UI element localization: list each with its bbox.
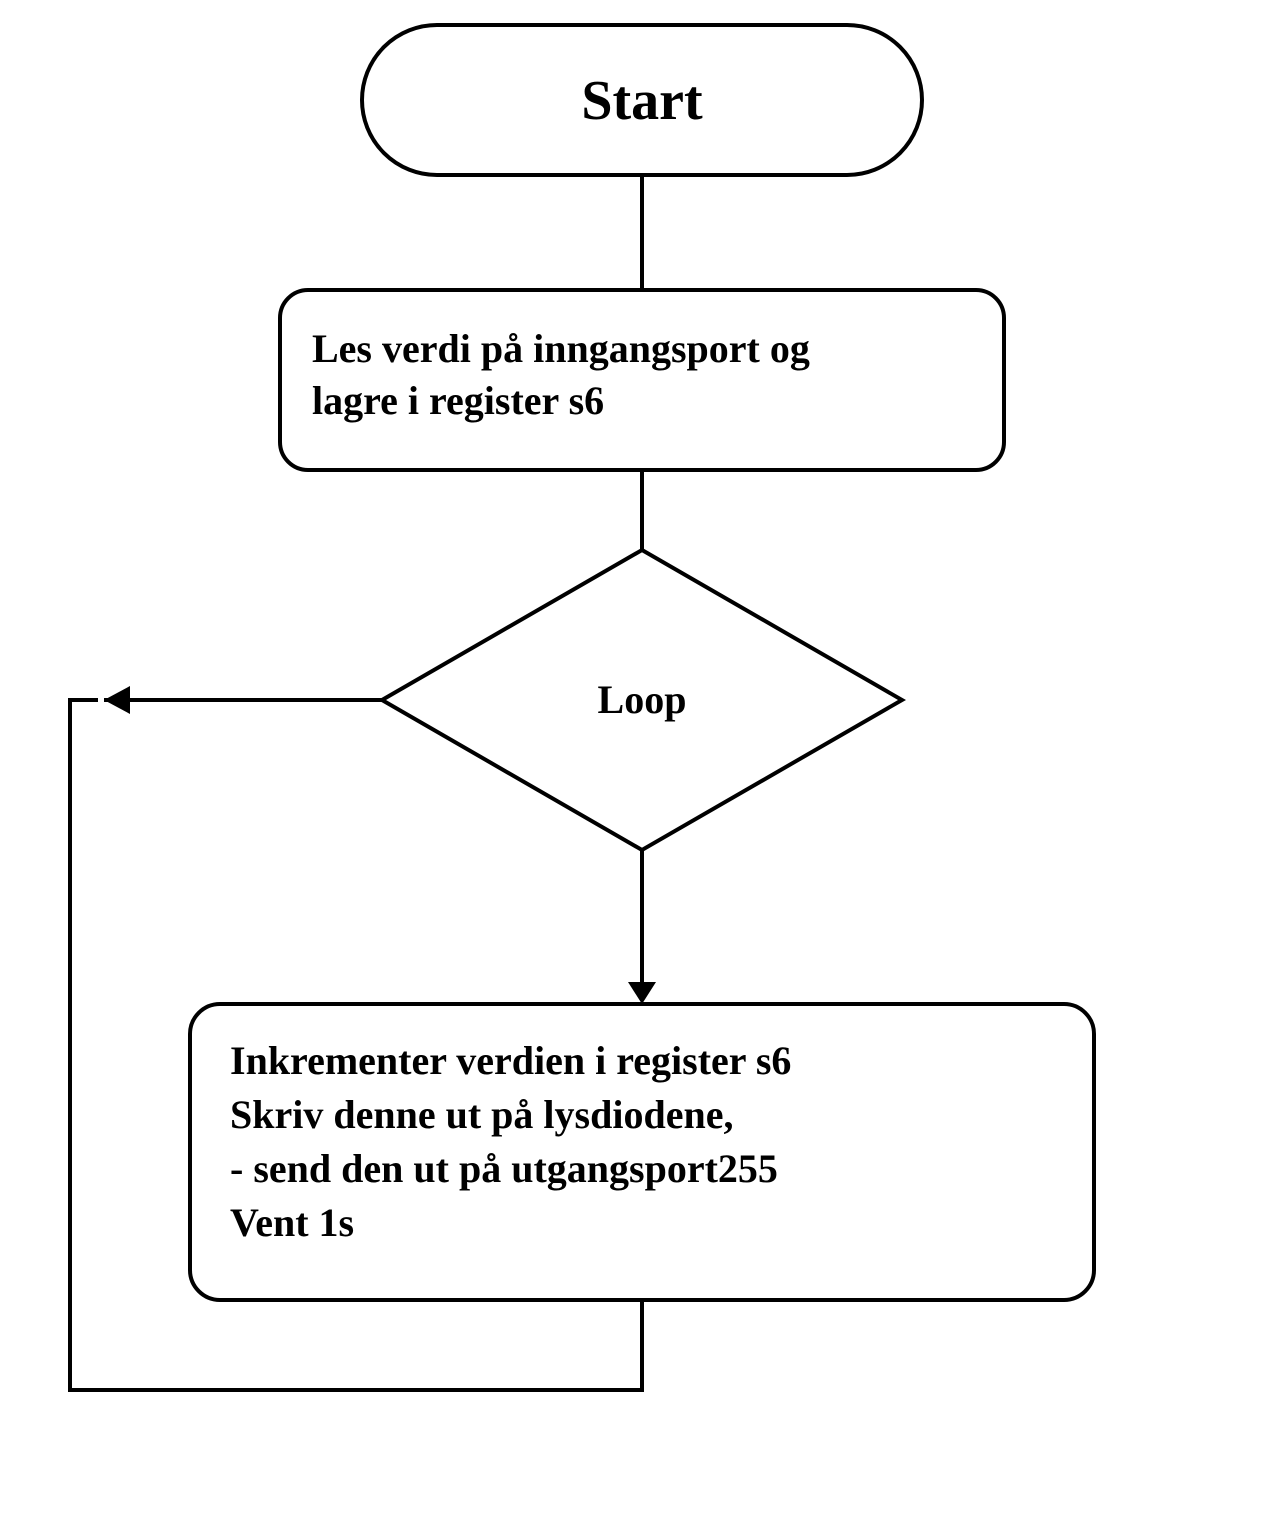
decision-node: Loop <box>382 550 902 850</box>
edge-decision-left <box>104 686 382 714</box>
flowchart-canvas: Start Les verdi på inngangsport og lagre… <box>0 0 1284 1536</box>
edge-decision-process2 <box>628 850 656 1004</box>
process2-line1: Inkrementer verdien i register s6 <box>230 1038 791 1083</box>
process1-line2: lagre i register s6 <box>312 378 604 423</box>
process1-line1: Les verdi på inngangsport og <box>312 326 810 371</box>
process1-node: Les verdi på inngangsport og lagre i reg… <box>280 290 1004 470</box>
process2-line2: Skriv denne ut på lysdiodene, <box>230 1092 733 1137</box>
process2-line3: - send den ut på utgangsport255 <box>230 1146 778 1191</box>
start-label: Start <box>581 70 703 132</box>
process2-node: Inkrementer verdien i register s6 Skriv … <box>190 1004 1094 1300</box>
process2-line4: Vent 1s <box>230 1200 354 1245</box>
decision-label: Loop <box>598 677 687 722</box>
start-node: Start <box>362 25 922 175</box>
